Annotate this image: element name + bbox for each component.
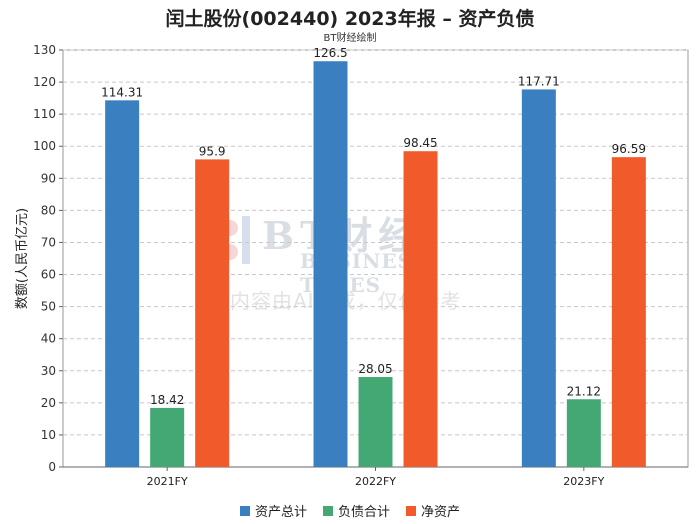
bar-2021FY-1 [150, 407, 185, 467]
y-tick-label: 20 [41, 396, 56, 410]
bar-2023FY-1 [566, 399, 601, 467]
y-tick-label: 10 [41, 428, 56, 442]
chart-subtitle: BT财经绘制 [323, 33, 377, 44]
x-tick-label: 2022FY [355, 475, 396, 488]
y-tick-label: 0 [48, 460, 56, 474]
y-tick-label: 70 [41, 235, 56, 249]
y-tick-label: 40 [41, 332, 56, 346]
y-tick-label: 130 [33, 43, 56, 57]
bar-2023FY-0 [521, 89, 556, 467]
y-tick-label: 80 [41, 203, 56, 217]
legend-item-equity[interactable]: 净资产 [406, 501, 460, 520]
bar-2023FY-2 [611, 157, 646, 467]
legend-label-equity: 净资产 [421, 505, 461, 520]
data-label: 28.05 [358, 362, 392, 376]
y-tick-label: 50 [41, 300, 56, 314]
y-tick-label: 90 [41, 171, 56, 185]
data-label: 114.31 [101, 85, 143, 99]
bar-2022FY-2 [403, 151, 438, 467]
y-axis-label: 数额(人民币亿元) [15, 208, 30, 309]
legend-label-liabilities: 负债合计 [337, 505, 390, 520]
data-label: 18.42 [150, 393, 184, 407]
chart-title: 闰土股份(002440) 2023年报 – 资产负债 [165, 8, 535, 30]
legend-label-assets: 资产总计 [254, 505, 307, 520]
legend-swatch-liabilities [322, 505, 333, 516]
legend-item-assets[interactable]: 资产总计 [239, 501, 307, 520]
x-tick-label: 2023FY [563, 475, 604, 488]
bar-2022FY-1 [358, 377, 393, 467]
legend: 资产总计 负债合计 净资产 [0, 501, 700, 520]
legend-swatch-equity [406, 505, 416, 516]
legend-item-liabilities[interactable]: 负债合计 [322, 501, 390, 520]
data-label: 95.9 [199, 144, 226, 158]
data-label: 117.71 [518, 74, 560, 88]
data-label: 126.5 [313, 46, 347, 60]
bar-2021FY-0 [105, 100, 140, 468]
y-tick-label: 30 [41, 364, 56, 378]
y-tick-label: 100 [33, 139, 56, 153]
y-tick-label: 110 [33, 107, 56, 121]
bar-2022FY-0 [313, 61, 348, 467]
y-tick-label: 120 [33, 75, 56, 89]
legend-swatch-assets [239, 505, 250, 516]
data-label: 21.12 [567, 384, 601, 398]
bar-2021FY-2 [195, 159, 230, 467]
x-tick-label: 2021FY [147, 475, 188, 488]
data-label: 96.59 [612, 142, 646, 156]
y-tick-label: 60 [41, 268, 56, 282]
data-label: 98.45 [403, 136, 437, 150]
